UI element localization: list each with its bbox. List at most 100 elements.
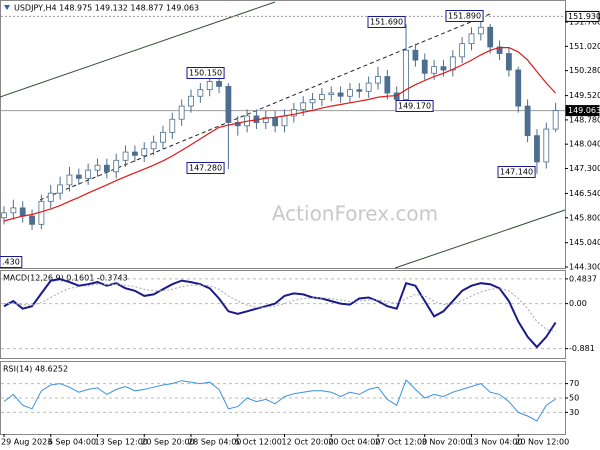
watermark: ActionForex.com <box>272 202 438 226</box>
candle-body <box>66 174 73 186</box>
candle-body <box>309 99 316 104</box>
candle-body <box>141 148 148 156</box>
x-tick-label: 12 Oct 20:00 <box>282 438 334 447</box>
annotation-box <box>186 162 225 174</box>
y-tick-label: 0.4837 <box>569 274 597 283</box>
y-tick-label: 146.540 <box>569 189 600 198</box>
annotation-box <box>445 10 484 22</box>
candle-body <box>290 108 297 117</box>
candle-body <box>122 151 129 161</box>
candle-body <box>337 92 344 97</box>
price-label: 151.930 <box>568 12 600 21</box>
rsi-title: RSI(14) 48.6252 <box>3 365 68 374</box>
candle-body <box>431 66 438 74</box>
candle-body <box>272 117 279 127</box>
candle-body <box>328 92 335 95</box>
indicator-line <box>4 283 556 333</box>
chart-title: USDJPY,H4 148.975 149.132 148.877 149.06… <box>14 4 199 13</box>
indicator-line <box>3 379 556 422</box>
candle-body <box>375 76 381 84</box>
candle-body <box>188 95 194 107</box>
annotation-box <box>395 100 434 112</box>
candle-body <box>468 33 475 45</box>
candle-body <box>206 81 213 91</box>
annotation-box <box>186 67 225 79</box>
annotation-box <box>367 16 406 28</box>
x-tick-label: 13 Nov 04:00 <box>469 438 523 447</box>
candle-body <box>477 26 484 35</box>
y-tick-label: 148.780 <box>569 115 600 124</box>
main-panel <box>0 0 566 269</box>
x-tick-label: 27 Oct 12:00 <box>375 438 427 447</box>
candle-body <box>384 76 391 94</box>
candle-body <box>103 164 110 173</box>
candle-body <box>94 164 101 171</box>
candle-body <box>524 105 531 137</box>
indicator-line <box>3 47 557 222</box>
y-tick-label: 50 <box>569 394 579 403</box>
annotation-box <box>0 256 23 268</box>
candle-body <box>356 89 363 92</box>
x-tick-label: 20 Oct 04:00 <box>328 438 380 447</box>
candle-body <box>496 46 503 54</box>
candle-body <box>487 26 494 48</box>
x-tick-label: 20 Nov 12:00 <box>515 438 569 447</box>
annotation-label: 150.150 <box>189 69 222 78</box>
candle-body <box>365 82 372 92</box>
price-label: 149.063 <box>568 106 600 115</box>
candle-body <box>1 212 7 219</box>
candle-body <box>412 49 419 61</box>
y-tick-label: 144.300 <box>569 263 600 272</box>
y-tick-label: 145.800 <box>569 213 600 222</box>
x-tick-label: 3 Nov 20:00 <box>422 438 471 447</box>
y-tick-label: 149.520 <box>569 91 600 100</box>
candle-body <box>131 151 138 156</box>
candle-body <box>552 110 559 130</box>
candle-body <box>515 69 522 107</box>
indicator-line <box>3 278 557 349</box>
candle-body <box>459 43 466 58</box>
candle-body <box>262 117 269 123</box>
annotation-label: 149.170 <box>398 102 431 111</box>
y-tick-label: 0.00 <box>569 299 587 308</box>
y-tick-label: 151.760 <box>569 18 600 27</box>
candle-body <box>300 102 307 110</box>
candle-body <box>85 169 92 179</box>
y-tick-label: 151.020 <box>569 42 600 51</box>
candle-body <box>225 85 232 123</box>
y-tick-label: 148.040 <box>569 140 600 149</box>
y-tick-label: 147.300 <box>569 164 600 173</box>
y-tick-label: 30 <box>569 408 579 417</box>
annotation-label: 151.890 <box>448 12 481 21</box>
x-tick-label: 20 Sep 20:00 <box>141 438 194 447</box>
x-tick-label: 6 Sep 04:00 <box>48 438 96 447</box>
candle-body <box>318 94 325 100</box>
y-tick-label: 150.280 <box>569 66 600 75</box>
symbol-icon <box>4 5 10 10</box>
x-tick-label: 13 Sep 12:00 <box>95 438 148 447</box>
candle-body <box>197 89 204 97</box>
y-tick-label: 145.040 <box>569 238 600 247</box>
candle-body <box>150 141 157 150</box>
candle-body <box>113 159 120 173</box>
candle-body <box>47 192 54 202</box>
channel-line <box>394 209 566 269</box>
candle-body <box>440 66 447 71</box>
candle-body <box>10 207 17 214</box>
price-box <box>565 10 600 22</box>
macd-panel <box>0 270 566 359</box>
annotation-label: 147.280 <box>189 164 222 173</box>
annotation-label: .430 <box>2 258 20 267</box>
candle-body <box>421 59 428 74</box>
candle-body <box>543 128 550 163</box>
candle-body <box>169 118 176 133</box>
candle-body <box>160 131 166 143</box>
price-box <box>565 105 600 117</box>
candle-body <box>29 215 35 225</box>
annotation-label: 147.140 <box>500 168 533 177</box>
candle-body <box>75 174 82 179</box>
y-tick-label: 70 <box>569 379 579 388</box>
